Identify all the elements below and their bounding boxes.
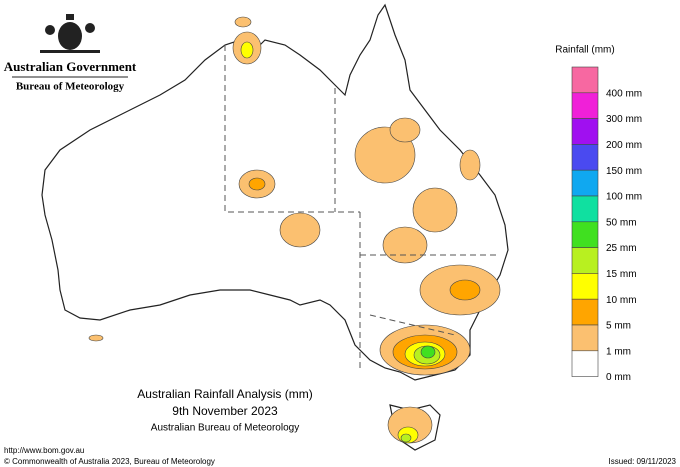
legend-label: 15 mm	[606, 269, 637, 280]
rain-area	[234, 16, 252, 28]
legend-title: Rainfall (mm)	[555, 45, 614, 56]
map-title: Australian Rainfall Analysis (mm)	[137, 387, 312, 401]
legend-swatch	[571, 273, 599, 300]
legend-label: 25 mm	[606, 243, 637, 254]
map-date: 9th November 2023	[172, 404, 278, 418]
mainland	[41, 3, 509, 381]
legend-swatch	[571, 298, 599, 326]
legend-label: 400 mm	[606, 88, 642, 99]
rain-area	[88, 334, 104, 342]
map-source: Australian Bureau of Meteorology	[151, 423, 299, 434]
legend-swatch	[571, 92, 599, 119]
legend-swatch	[571, 195, 599, 223]
rain-area	[248, 177, 266, 191]
rain-area	[449, 279, 481, 301]
legend-label: 150 mm	[606, 166, 642, 177]
rain-area	[400, 433, 412, 443]
legend-label: 1 mm	[606, 346, 631, 357]
legend-label: 200 mm	[606, 140, 642, 151]
legend-swatch	[571, 144, 599, 171]
government-name: Australian Government	[4, 59, 137, 74]
rain-area	[420, 345, 436, 359]
footer-copyright: © Commonwealth of Australia 2023, Bureau…	[4, 457, 215, 466]
state-borders	[224, 45, 500, 370]
rain-area	[382, 226, 428, 264]
rain-area	[459, 149, 481, 181]
agency-name: Bureau of Meteorology	[16, 81, 125, 93]
crest	[40, 14, 100, 53]
rain-area	[240, 41, 254, 59]
legend-label: 5 mm	[606, 321, 631, 332]
legend-swatch	[571, 221, 599, 248]
legend-swatch	[571, 66, 599, 94]
legend-label: 100 mm	[606, 192, 642, 203]
footer-url: http://www.bom.gov.au	[4, 446, 84, 455]
legend-swatch	[571, 324, 599, 352]
rainfall-areas	[88, 16, 501, 444]
legend-swatch	[571, 118, 599, 145]
footer-issued: Issued: 09/11/2023	[609, 457, 677, 466]
legend-swatch	[571, 169, 599, 197]
rain-area	[412, 187, 458, 233]
legend: 400 mm 300 mm 200 mm 150 mm 100 mm 50 mm 25 mm…	[571, 66, 642, 383]
legend-label: 300 mm	[606, 114, 642, 125]
rain-area	[279, 212, 321, 248]
legend-label: 0 mm	[606, 372, 631, 383]
rain-area	[389, 117, 421, 143]
legend-swatch	[571, 247, 599, 274]
legend-label: 50 mm	[606, 217, 637, 228]
legend-label: 10 mm	[606, 295, 637, 306]
legend-swatch	[571, 350, 599, 377]
